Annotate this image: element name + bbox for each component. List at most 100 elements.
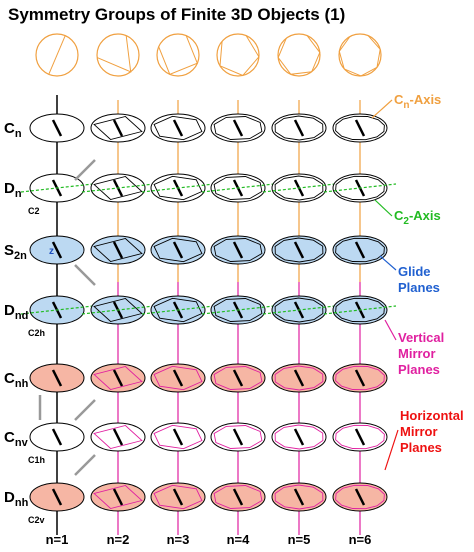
c2-axis bbox=[262, 183, 336, 193]
orbit-path bbox=[158, 35, 198, 75]
motif-arrow bbox=[172, 488, 184, 506]
column-label: n=1 bbox=[46, 532, 69, 547]
motif bbox=[153, 297, 203, 323]
label-sub: n bbox=[403, 100, 409, 111]
motif-arrow bbox=[232, 119, 244, 137]
row-main: C bbox=[4, 120, 15, 137]
c2-axis bbox=[141, 183, 215, 193]
vertical-label: Mirror bbox=[398, 346, 436, 361]
c2-axis bbox=[323, 305, 397, 315]
motif-arrow bbox=[112, 428, 124, 446]
orbit-path bbox=[219, 35, 260, 77]
orbit-path bbox=[277, 35, 321, 75]
row-sub: n bbox=[15, 128, 22, 140]
horizontal-label: Mirror bbox=[400, 424, 438, 439]
glide-label: Glide bbox=[398, 264, 431, 279]
row-label: Cn bbox=[4, 120, 22, 140]
motif bbox=[335, 365, 385, 391]
motif bbox=[93, 176, 143, 200]
motif bbox=[274, 424, 324, 450]
motif bbox=[153, 115, 203, 141]
pointer bbox=[371, 99, 393, 119]
title: Symmetry Groups of Finite 3D Objects (1) bbox=[8, 5, 345, 24]
orbit-path bbox=[338, 35, 381, 77]
row-label: Dnh bbox=[4, 489, 29, 509]
motif-arrow bbox=[232, 369, 244, 387]
orbit-circle bbox=[216, 33, 260, 77]
motif bbox=[93, 298, 143, 322]
horizontal-label: Horizontal bbox=[400, 408, 464, 423]
orbit-path bbox=[97, 35, 132, 73]
c2-axis bbox=[81, 305, 155, 315]
cn-axis-label: Cn-Axis bbox=[394, 92, 441, 111]
c2-axis bbox=[20, 183, 94, 193]
row-sub: nd bbox=[15, 310, 28, 322]
motif-arrow bbox=[172, 241, 184, 259]
motif-arrow bbox=[293, 119, 305, 137]
relation-arrow bbox=[74, 159, 96, 181]
motif-arrow bbox=[172, 119, 184, 137]
pointer bbox=[384, 319, 397, 341]
motif bbox=[153, 424, 203, 450]
row-note: C2h bbox=[28, 328, 45, 338]
motif-arrow bbox=[354, 119, 366, 137]
motif-arrow bbox=[51, 119, 63, 137]
c2-axis bbox=[20, 305, 94, 315]
row-sub: 2n bbox=[14, 250, 27, 262]
motif bbox=[93, 238, 143, 262]
row-sub: nh bbox=[15, 497, 29, 509]
pointer bbox=[374, 199, 393, 217]
label-rest: -Axis bbox=[409, 208, 441, 223]
relation-arrow bbox=[74, 454, 96, 476]
row-sub: n bbox=[15, 188, 22, 200]
motif bbox=[213, 366, 263, 390]
motif-arrow bbox=[51, 369, 63, 387]
column-label: n=5 bbox=[288, 532, 311, 547]
label-main: C bbox=[394, 208, 404, 223]
motif bbox=[213, 425, 263, 449]
row-main: C bbox=[4, 370, 15, 387]
row-note: C2v bbox=[28, 515, 45, 525]
c2-axis bbox=[201, 183, 275, 193]
motif-arrow bbox=[232, 241, 244, 259]
relation-arrow bbox=[74, 264, 96, 286]
motif bbox=[335, 424, 385, 450]
motif-arrow bbox=[112, 369, 124, 387]
motif bbox=[213, 238, 263, 262]
row-note: z bbox=[49, 246, 54, 257]
c2-axis bbox=[323, 183, 397, 193]
orbit-circle bbox=[96, 33, 140, 77]
motif bbox=[93, 366, 143, 390]
row-label: Dnd bbox=[4, 302, 28, 322]
motif bbox=[153, 484, 203, 510]
motif-arrow bbox=[354, 428, 366, 446]
motif-arrow bbox=[112, 488, 124, 506]
pointer bbox=[384, 429, 399, 471]
motif-arrow bbox=[293, 488, 305, 506]
column-label: n=4 bbox=[227, 532, 251, 547]
row-main: C bbox=[4, 429, 15, 446]
motif-arrow bbox=[293, 428, 305, 446]
c2-axis bbox=[141, 305, 215, 315]
orbit-circle bbox=[35, 33, 79, 77]
motif-arrow bbox=[354, 369, 366, 387]
row-label: S2n bbox=[4, 242, 27, 262]
label-sub: 2 bbox=[403, 216, 409, 227]
vertical-label: Vertical bbox=[398, 330, 444, 345]
motif bbox=[274, 297, 324, 323]
c2-axis bbox=[201, 305, 275, 315]
motif-arrow bbox=[112, 241, 124, 259]
motif-arrow bbox=[232, 428, 244, 446]
motif-arrow bbox=[172, 369, 184, 387]
motif bbox=[153, 365, 203, 391]
vertical-label: Planes bbox=[398, 362, 440, 377]
relation-arrow bbox=[74, 399, 96, 421]
label-main: C bbox=[394, 92, 404, 107]
motif-arrow bbox=[354, 488, 366, 506]
orbit-path bbox=[48, 35, 66, 75]
orbit-circle bbox=[277, 33, 321, 77]
row-sub: nh bbox=[15, 378, 29, 390]
motif-arrow bbox=[51, 488, 63, 506]
row-sub: nv bbox=[15, 437, 29, 449]
